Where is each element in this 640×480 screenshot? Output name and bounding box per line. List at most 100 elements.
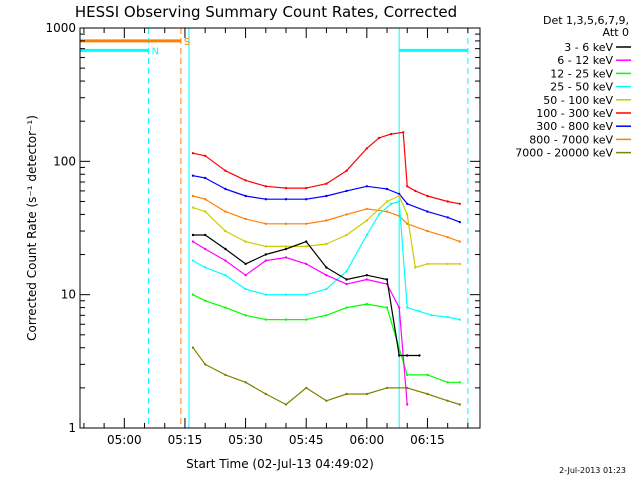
- x-tick-label-4: 05:45: [289, 433, 324, 447]
- series-6-point-14: [406, 185, 409, 188]
- series-5-point-14: [414, 266, 417, 269]
- series-4-point-11: [377, 213, 381, 216]
- series-line-2: [192, 241, 408, 405]
- series-9-point-10: [365, 392, 368, 396]
- series-3-point-4: [244, 314, 247, 317]
- x-tick-label-1: 05:00: [107, 433, 142, 447]
- series-1-point-6: [284, 247, 288, 251]
- series-2-point-2: [204, 247, 207, 251]
- series-9-point-12: [406, 386, 409, 390]
- series-8-point-2: [204, 198, 207, 201]
- series-1-point-7: [305, 240, 308, 243]
- series-3-point-3: [224, 306, 227, 309]
- series-4-point-16: [430, 314, 433, 317]
- series-2-point-12: [398, 306, 401, 309]
- series-7-point-12: [398, 192, 401, 196]
- series-2-point-8: [325, 274, 328, 277]
- x-tick-label-2: 05:15: [168, 433, 203, 447]
- series-1-point-11: [385, 278, 389, 281]
- series-line-5: [192, 195, 460, 269]
- y-tick-label-10: 10: [61, 288, 76, 302]
- series-6-point-7: [305, 186, 308, 190]
- x-tick-label-6: 06:15: [410, 433, 445, 447]
- series-8-point-3: [224, 210, 227, 213]
- y-tick-label-1000: 1000: [45, 21, 76, 35]
- series-4-point-17: [446, 315, 449, 319]
- series-9-point-14: [446, 399, 449, 402]
- series-3-point-2: [204, 299, 207, 302]
- series-7-point-5: [264, 198, 267, 201]
- series-5-point-4: [244, 240, 247, 243]
- series-8-point-14: [426, 229, 429, 233]
- series-5-point-1: [191, 206, 195, 209]
- footer-date: 2-Jul-2013 01:23: [559, 466, 626, 475]
- legend-header-line-1: Det 1,3,5,6,7,9,: [543, 14, 629, 27]
- axes-layer: 1 10 100 1000 05:00 05:15 05:30 05:45 06:00 06:15: [45, 21, 480, 447]
- series-6-point-16: [426, 194, 429, 198]
- series-7-point-6: [284, 198, 288, 201]
- series-9-point-1: [191, 346, 195, 349]
- series-9-point-4: [244, 381, 247, 384]
- series-8-point-15: [446, 236, 449, 239]
- series-4-point-14: [406, 306, 409, 309]
- series-line-4: [192, 200, 460, 321]
- series-7-point-4: [244, 194, 247, 198]
- series-2-point-9: [345, 282, 348, 286]
- series-4-point-12: [389, 202, 393, 205]
- series-9-point-13: [426, 392, 429, 396]
- series-9-point-3: [224, 373, 227, 377]
- series-4-point-15: [418, 310, 421, 313]
- series-5-point-11: [385, 200, 389, 203]
- series-4-point-1: [191, 259, 195, 262]
- series-5-point-9: [345, 233, 348, 237]
- series-5-point-17: [458, 262, 461, 266]
- series-8-point-6: [284, 222, 288, 225]
- series-4-point-7: [305, 293, 308, 296]
- series-6-point-8: [325, 182, 328, 185]
- series-3-point-9: [345, 306, 348, 309]
- series-2-point-4: [244, 274, 247, 277]
- flag-label-n: N: [152, 46, 159, 57]
- series-8-point-9: [345, 213, 348, 216]
- x-tick-label-3: 05:30: [228, 433, 263, 447]
- series-line-8: [192, 195, 461, 243]
- series-5-point-5: [264, 245, 267, 248]
- legend-label-6: 100 - 300 keV: [536, 107, 613, 120]
- series-3-point-7: [305, 318, 308, 321]
- series-3-point-13: [426, 373, 429, 377]
- series-8-point-1: [191, 194, 195, 198]
- series-3-point-11: [385, 306, 389, 309]
- series-3-point-6: [284, 318, 288, 321]
- series-8-point-7: [305, 222, 308, 225]
- series-5-point-16: [446, 262, 449, 266]
- series-6-point-11: [377, 136, 381, 140]
- series-8-point-11: [385, 210, 389, 213]
- series-6-point-12: [389, 132, 393, 136]
- series-3-point-14: [446, 381, 449, 384]
- y-axis-label: Corrected Count Rate (s⁻¹ detector⁻¹): [25, 115, 39, 341]
- series-7-point-10: [365, 185, 368, 188]
- series-6-point-2: [204, 154, 207, 157]
- legend-label-4: 25 - 50 keV: [550, 81, 613, 94]
- series-8-point-10: [365, 207, 368, 211]
- series-line-6: [192, 131, 460, 205]
- series-3-point-5: [264, 318, 267, 321]
- plot-frame: [79, 27, 481, 429]
- series-4-point-13: [398, 200, 401, 203]
- series-1-point-13: [406, 354, 409, 357]
- x-tick-label-5: 06:00: [350, 433, 385, 447]
- series-4-point-8: [325, 287, 328, 291]
- series-7-point-9: [345, 189, 348, 193]
- series-5-point-8: [325, 242, 328, 246]
- series-7-point-14: [426, 210, 429, 213]
- series-4-point-6: [284, 293, 288, 296]
- series-7-point-16: [458, 220, 461, 224]
- series-2-point-10: [365, 278, 368, 281]
- legend-label-7: 300 - 800 keV: [536, 120, 613, 133]
- legend-label-9: 7000 - 20000 keV: [515, 147, 613, 160]
- series-7-point-1: [191, 174, 195, 177]
- series-1-point-3: [224, 247, 227, 251]
- legend-label-3: 12 - 25 keV: [550, 67, 613, 80]
